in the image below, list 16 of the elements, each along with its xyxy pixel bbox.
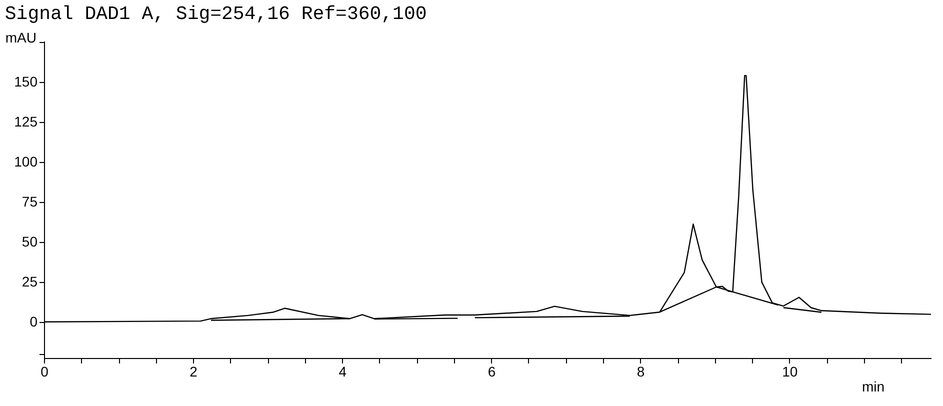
y-tick-label: 100 — [14, 153, 38, 170]
x-tick-label: 10 — [782, 364, 798, 380]
y-tick-label: 25 — [22, 273, 38, 290]
x-tick-label: 4 — [338, 364, 347, 380]
x-tick-label: 0 — [40, 364, 49, 380]
y-tick-label: 50 — [22, 233, 38, 250]
y-axis-title: mAU — [5, 30, 36, 46]
y-tick-label: 75 — [22, 193, 38, 210]
x-axis-title: min — [862, 378, 884, 394]
x-tick-label: 8 — [636, 364, 645, 380]
x-tick-label: 2 — [190, 364, 198, 380]
y-tick-label: 150 — [14, 73, 38, 90]
chart-title: Signal DAD1 A, Sig=254,16 Ref=360,100 — [4, 3, 427, 25]
y-tick-label: 125 — [14, 113, 38, 130]
y-tick-label: 0 — [30, 313, 38, 330]
x-tick-label: 6 — [488, 364, 496, 380]
